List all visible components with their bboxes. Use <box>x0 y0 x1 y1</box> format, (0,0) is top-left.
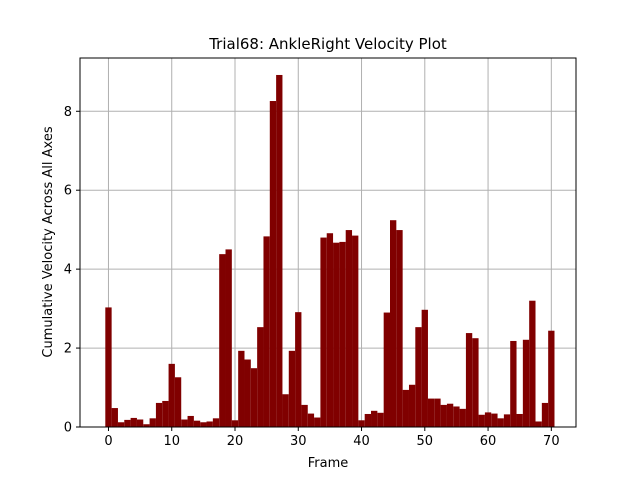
bar <box>187 415 194 427</box>
bar <box>358 420 365 427</box>
bar <box>206 421 213 427</box>
chart-title: Trial68: AnkleRight Velocity Plot <box>208 35 447 53</box>
y-axis-label: Cumulative Velocity Across All Axes <box>41 126 56 357</box>
x-axis-label: Frame <box>308 456 349 471</box>
bar <box>472 338 479 427</box>
bar <box>282 394 289 427</box>
x-tick-label: 60 <box>480 434 497 449</box>
bar <box>200 422 207 427</box>
bar <box>193 420 201 427</box>
bar <box>352 235 359 427</box>
x-tick-label: 70 <box>543 434 560 449</box>
x-tick-label: 0 <box>104 434 112 449</box>
y-tick-label: 8 <box>64 105 72 120</box>
bar <box>421 309 428 427</box>
bar <box>339 241 346 427</box>
bar <box>390 220 397 427</box>
bar <box>415 327 422 427</box>
bar <box>510 340 517 427</box>
y-tick-label: 2 <box>64 342 72 357</box>
bar <box>136 419 144 427</box>
bar <box>548 330 555 427</box>
ticks: 0 10 20 30 40 50 60 70 0 2 4 6 8 <box>64 105 560 449</box>
bar <box>301 404 308 427</box>
bar <box>124 419 131 427</box>
bar <box>276 74 283 427</box>
bar <box>434 398 441 427</box>
bar <box>168 363 175 427</box>
bar <box>225 249 232 427</box>
x-tick-label: 40 <box>353 434 370 449</box>
bar <box>459 408 466 427</box>
bar <box>162 400 169 427</box>
bar <box>238 350 245 427</box>
bar <box>307 413 315 427</box>
bar <box>155 402 163 427</box>
bars <box>105 74 555 427</box>
bar <box>320 237 327 427</box>
bar <box>446 403 454 427</box>
bar <box>402 389 409 427</box>
x-tick-label: 30 <box>290 434 307 449</box>
y-tick-label: 4 <box>64 263 72 278</box>
x-tick-label: 50 <box>417 434 434 449</box>
bar <box>364 413 372 427</box>
bar <box>212 418 220 427</box>
bar <box>478 414 485 427</box>
bar <box>516 413 523 427</box>
bar <box>345 230 353 427</box>
bar <box>453 406 460 427</box>
bar <box>503 414 511 427</box>
bar <box>377 412 384 427</box>
bar <box>143 424 150 427</box>
bar <box>326 233 334 427</box>
bar <box>522 339 530 427</box>
bar <box>427 398 435 427</box>
bar <box>440 404 447 427</box>
bar <box>257 327 264 427</box>
bar <box>408 384 416 427</box>
bar <box>130 417 137 427</box>
x-tick-label: 20 <box>227 434 244 449</box>
bar <box>231 420 239 427</box>
plot-frame <box>79 57 577 428</box>
bar <box>465 333 473 427</box>
bar <box>396 230 403 427</box>
bar <box>174 377 182 427</box>
bar <box>244 359 251 427</box>
bar <box>250 368 258 427</box>
x-tick-label: 10 <box>163 434 180 449</box>
bar <box>371 410 378 427</box>
bar <box>529 300 536 427</box>
bar <box>497 418 504 427</box>
bar <box>295 312 302 427</box>
y-tick-label: 6 <box>64 184 72 199</box>
bar <box>219 254 226 427</box>
bar <box>491 413 498 427</box>
y-tick-label: 0 <box>64 421 72 436</box>
bar <box>263 236 270 427</box>
bar <box>484 412 492 427</box>
bar <box>288 350 296 427</box>
bar <box>181 419 188 427</box>
bar <box>105 307 112 427</box>
bar <box>383 312 390 427</box>
bar <box>117 422 125 427</box>
bar <box>541 402 549 427</box>
bar <box>111 408 118 427</box>
bar <box>269 101 277 427</box>
bar <box>333 242 340 427</box>
bar <box>535 421 542 427</box>
bar <box>314 417 321 427</box>
bar <box>149 418 156 427</box>
